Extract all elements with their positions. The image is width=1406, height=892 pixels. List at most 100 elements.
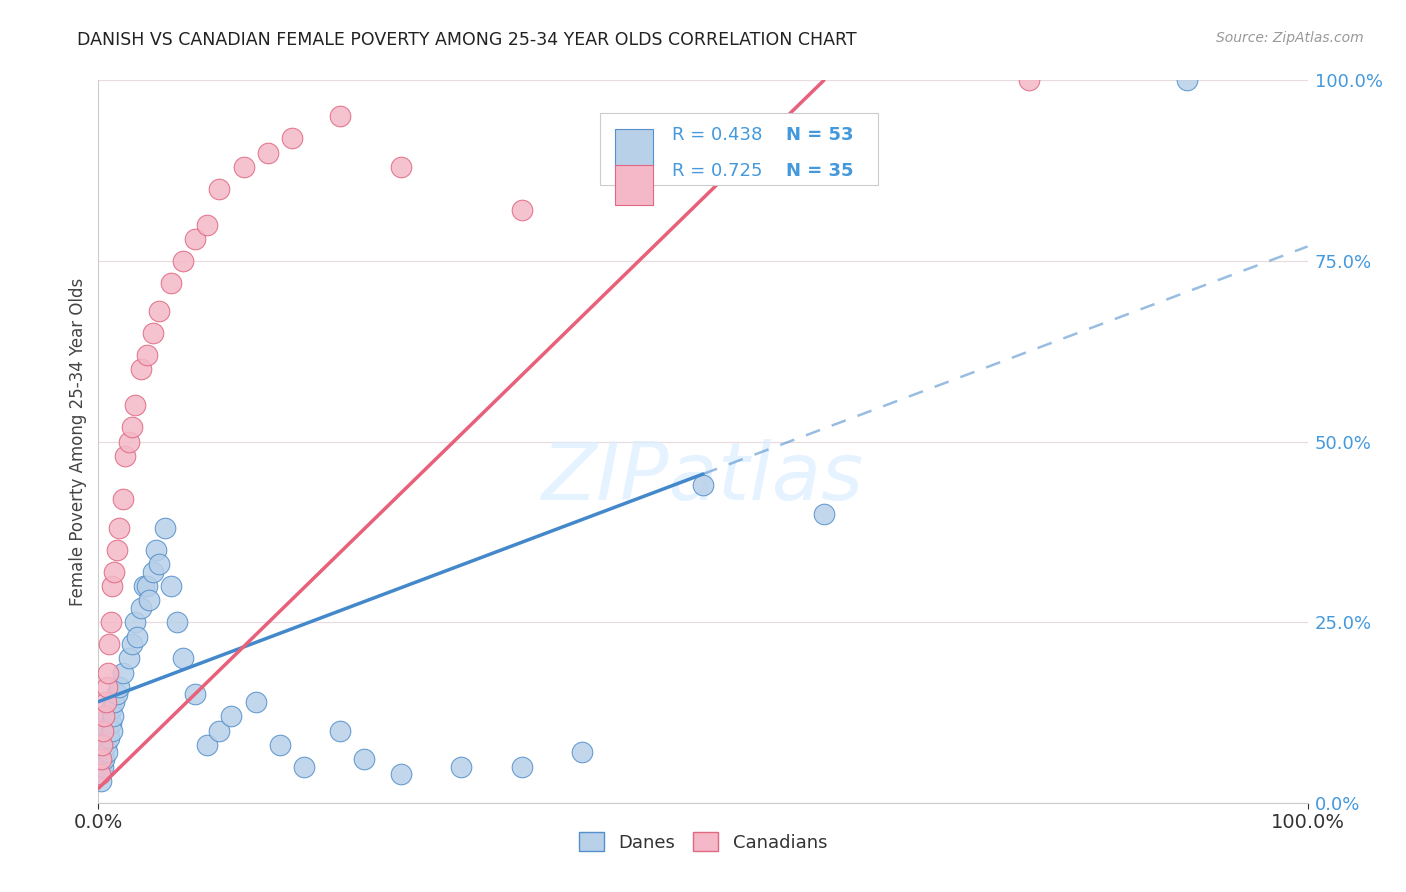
- Legend: Danes, Canadians: Danes, Canadians: [571, 825, 835, 859]
- Point: [96, 745, 118, 759]
- Text: R = 0.725: R = 0.725: [672, 162, 762, 180]
- Point: [134, 579, 156, 593]
- Point: [97, 709, 120, 723]
- Point: [89, 767, 111, 781]
- Point: [118, 651, 141, 665]
- Point: [813, 507, 835, 521]
- Point: [100, 723, 122, 738]
- Point: [389, 767, 412, 781]
- Point: [208, 723, 231, 738]
- Point: [127, 630, 149, 644]
- Point: [195, 218, 218, 232]
- Point: [100, 702, 122, 716]
- Point: [692, 478, 714, 492]
- Point: [135, 348, 157, 362]
- Text: N = 35: N = 35: [786, 162, 853, 180]
- Point: [91, 752, 114, 766]
- Point: [281, 131, 304, 145]
- Point: [135, 579, 157, 593]
- Point: [153, 521, 176, 535]
- Point: [90, 774, 112, 789]
- Point: [450, 760, 472, 774]
- Point: [91, 738, 114, 752]
- Point: [98, 731, 121, 745]
- Point: [148, 558, 170, 572]
- Y-axis label: Female Poverty Among 25-34 Year Olds: Female Poverty Among 25-34 Year Olds: [69, 277, 87, 606]
- Text: N = 53: N = 53: [786, 126, 853, 144]
- Point: [148, 304, 170, 318]
- Point: [172, 253, 194, 268]
- Point: [329, 723, 352, 738]
- Point: [353, 752, 375, 766]
- Point: [389, 160, 412, 174]
- Point: [129, 600, 152, 615]
- Point: [101, 709, 124, 723]
- Point: [195, 738, 218, 752]
- Point: [124, 398, 146, 412]
- Point: [245, 695, 267, 709]
- Point: [111, 492, 134, 507]
- Point: [208, 182, 231, 196]
- Point: [93, 752, 115, 766]
- Point: [90, 760, 112, 774]
- Point: [510, 203, 533, 218]
- Point: [100, 615, 122, 630]
- Point: [94, 738, 117, 752]
- Point: [111, 665, 134, 680]
- Point: [269, 738, 291, 752]
- Point: [184, 232, 207, 246]
- Point: [93, 709, 115, 723]
- Point: [96, 680, 118, 694]
- Point: [105, 542, 128, 557]
- Point: [98, 637, 121, 651]
- Point: [172, 651, 194, 665]
- Point: [89, 767, 111, 781]
- Point: [184, 687, 207, 701]
- Point: [145, 542, 167, 557]
- Point: [124, 615, 146, 630]
- Point: [114, 449, 136, 463]
- Point: [221, 709, 243, 723]
- Point: [103, 695, 125, 709]
- Point: [91, 745, 114, 759]
- Text: Source: ZipAtlas.com: Source: ZipAtlas.com: [1216, 31, 1364, 45]
- Point: [97, 665, 120, 680]
- Point: [232, 160, 254, 174]
- FancyBboxPatch shape: [614, 165, 654, 204]
- Point: [1175, 73, 1198, 87]
- Text: ZIPatlas: ZIPatlas: [541, 439, 865, 516]
- Point: [129, 362, 152, 376]
- Point: [292, 760, 315, 774]
- FancyBboxPatch shape: [614, 128, 654, 169]
- Point: [142, 326, 165, 340]
- Point: [160, 276, 183, 290]
- Point: [100, 579, 122, 593]
- Point: [97, 723, 120, 738]
- Point: [91, 738, 114, 752]
- Point: [121, 420, 143, 434]
- Point: [91, 760, 114, 774]
- Text: DANISH VS CANADIAN FEMALE POVERTY AMONG 25-34 YEAR OLDS CORRELATION CHART: DANISH VS CANADIAN FEMALE POVERTY AMONG …: [77, 31, 856, 49]
- Point: [90, 752, 112, 766]
- Point: [160, 579, 183, 593]
- Point: [329, 110, 352, 124]
- Text: R = 0.438: R = 0.438: [672, 126, 762, 144]
- Point: [108, 521, 131, 535]
- Point: [103, 565, 125, 579]
- Point: [138, 593, 160, 607]
- Point: [510, 760, 533, 774]
- Point: [108, 680, 131, 694]
- Point: [100, 716, 122, 731]
- Point: [91, 723, 114, 738]
- Point: [121, 637, 143, 651]
- Point: [142, 565, 165, 579]
- Point: [1018, 73, 1040, 87]
- Point: [166, 615, 188, 630]
- Point: [93, 731, 115, 745]
- Point: [118, 434, 141, 449]
- FancyBboxPatch shape: [600, 112, 879, 185]
- Point: [571, 745, 593, 759]
- Point: [94, 695, 117, 709]
- Point: [256, 145, 278, 160]
- Point: [105, 687, 128, 701]
